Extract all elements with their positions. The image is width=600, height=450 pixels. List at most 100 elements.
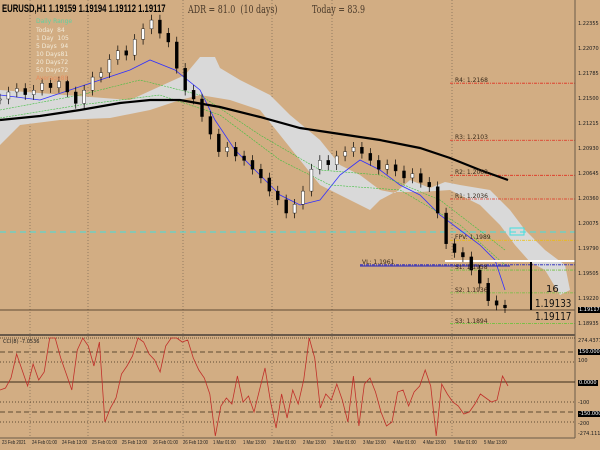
candle-body: [360, 147, 364, 154]
candle-body: [284, 199, 288, 214]
pivot-label: R2: 1.2063: [455, 169, 488, 177]
pivot-label: S1: 1.1958: [455, 264, 488, 272]
candle-body: [343, 151, 347, 157]
candle-body: [175, 41, 179, 69]
candle-body: [116, 50, 120, 60]
cci-axis-label: -150.0000: [578, 411, 600, 417]
candle-body: [158, 19, 162, 34]
candle-body: [267, 177, 272, 192]
candle-body: [23, 88, 27, 95]
candle-body: [427, 182, 431, 187]
candle-body: [183, 68, 187, 91]
candle-body: [107, 59, 112, 73]
candle-body: [132, 39, 137, 56]
cci-axis-label: 0.0000: [578, 380, 598, 386]
pivot-label: R3: 1.2103: [455, 134, 488, 142]
candle-body: [200, 98, 204, 117]
candle-body: [486, 283, 490, 301]
date-axis-label: 1 Mar 01:00: [212, 440, 236, 446]
price-axis-label: 1.20075: [578, 221, 599, 227]
today-label: Today = 83.9: [312, 3, 366, 16]
candle-body: [503, 304, 507, 308]
candle-body: [57, 81, 61, 88]
candle-body: [166, 33, 171, 43]
cci-axis-label: -100: [578, 400, 590, 406]
pivot-label: FPV: 1.1989: [455, 234, 491, 242]
price-axis-label: 1.21215: [578, 121, 599, 127]
candle-body: [217, 133, 221, 152]
date-axis-label: 2 Mar 13:00: [303, 440, 326, 446]
daily-range-row: Today 84: [36, 27, 65, 34]
price-axis-label: 1.22070: [578, 46, 599, 52]
candle-body: [124, 50, 128, 56]
candle-body: [191, 90, 196, 100]
candle-body: [494, 300, 499, 306]
candle-body: [292, 204, 297, 214]
candle-body: [368, 153, 373, 161]
pivot-label: R4: 1.2168: [455, 77, 488, 85]
candle-body: [461, 252, 465, 258]
last-label: 1.19117: [535, 310, 572, 323]
date-axis-label: 4 Mar 13:00: [423, 440, 447, 446]
price-axis-label: 1.20930: [578, 146, 599, 152]
date-axis-label: 2 Mar 01:00: [272, 440, 296, 446]
candle-body: [82, 90, 86, 104]
candle-body: [452, 243, 457, 253]
price-axis-label: 1.20645: [578, 171, 599, 177]
price-axis-label: 1.18935: [578, 321, 599, 327]
pp-marker: [509, 227, 525, 236]
date-axis-label: 25 Feb 01:00: [92, 440, 118, 446]
candle-body: [0, 98, 2, 101]
candle-body: [276, 190, 280, 201]
candle-body: [31, 90, 36, 95]
daily-range-average: Average88: [36, 75, 69, 82]
candle-body: [301, 190, 305, 205]
candle-body: [393, 164, 398, 172]
price-axis-label: 1.20360: [578, 196, 599, 202]
cci-axis-label: -200: [578, 421, 590, 427]
bar-count-label: 16: [546, 284, 559, 295]
candle-body: [334, 155, 339, 165]
tenkan-line: [0, 59, 506, 291]
candle-body: [259, 168, 263, 179]
date-axis-label: 3 Mar 13:00: [363, 440, 386, 446]
cci-line: [0, 337, 509, 437]
grid-lines: [29, 0, 453, 438]
candle-body: [309, 168, 314, 192]
candle-body: [90, 76, 95, 91]
candle-body: [233, 147, 238, 157]
candle-body: [402, 170, 406, 179]
candle-body: [419, 173, 423, 183]
price-axis-label: 1.21785: [578, 71, 599, 77]
candle-body: [6, 91, 11, 100]
daily-range-row: 1 Day 105: [36, 35, 69, 42]
candle-body: [74, 91, 78, 104]
cci-axis-label: 100: [578, 358, 588, 364]
candle-body: [242, 155, 246, 161]
candle-body: [225, 147, 229, 152]
green-ma-1: [0, 79, 506, 251]
green-ma-2: [0, 94, 506, 266]
date-axis-label: 5 Mar 01:00: [453, 440, 477, 446]
cci-axis-label: 150.0000: [578, 349, 600, 355]
price-axis-label: 1.21500: [578, 96, 599, 102]
candle-body: [351, 147, 356, 152]
pivot-label: S3: 1.1894: [455, 317, 488, 325]
candles: [0, 14, 507, 314]
moving-average-black: [0, 98, 509, 182]
candle-body: [410, 173, 415, 179]
candle-body: [318, 160, 322, 170]
candle-body: [15, 88, 19, 93]
cci-axis-label: 274.4377: [578, 338, 600, 344]
candle-body: [48, 83, 53, 88]
date-axis-label: 26 Feb 13:00: [182, 440, 208, 446]
price-axis-label: 1.22355: [578, 21, 599, 27]
adr-label: ADR = 81.0 (10 days): [188, 3, 278, 16]
candle-body: [385, 164, 389, 170]
date-axis-label: 23 Feb 2021: [2, 440, 26, 446]
date-axis-label: 24 Feb 13:00: [62, 440, 88, 446]
date-axis-label: 24 Feb 01:00: [32, 440, 58, 446]
pivot-label: VL: 1.1961: [362, 258, 395, 266]
price-axis-label: 1.19790: [578, 246, 599, 252]
